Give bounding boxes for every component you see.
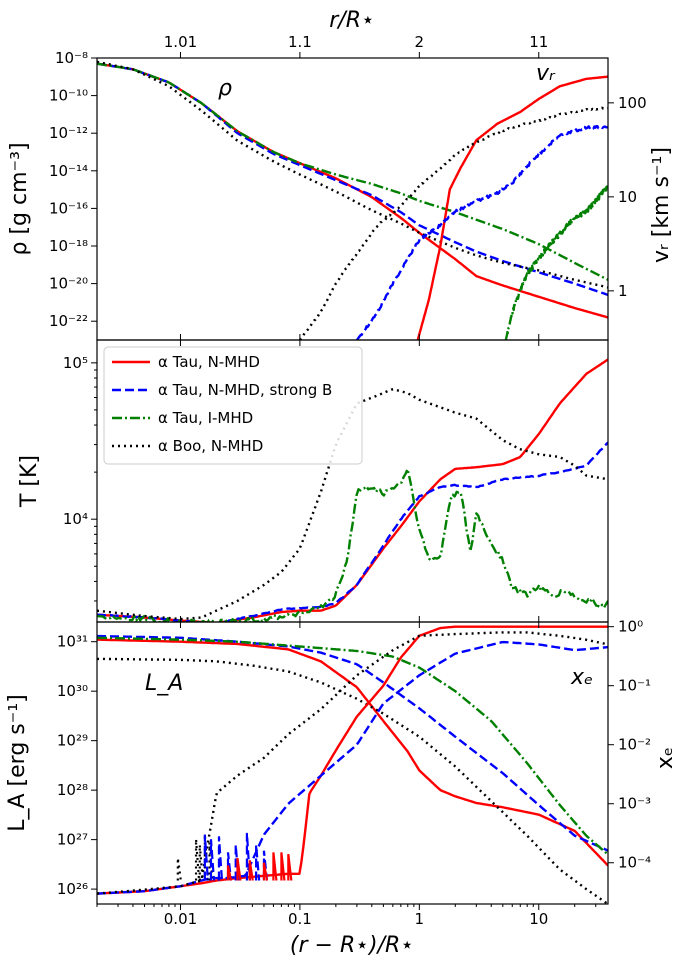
series-line-2-6 — [97, 631, 608, 895]
xe-spike-2-2 — [248, 860, 254, 881]
series-line-0-4 — [416, 75, 608, 340]
y2-tick-label-2-2: 10⁻² — [618, 736, 651, 754]
xe-spike-0-4 — [208, 842, 214, 881]
y-tick-label-2-0: 10²⁶ — [57, 880, 88, 898]
legend-label-0: α Tau, N-MHD — [158, 353, 260, 371]
series-line-0-0 — [97, 62, 608, 319]
top-tick-label-1: 1.1 — [288, 33, 312, 51]
x-tick-label-1: 0.1 — [288, 910, 312, 928]
y-tick-label-0-5: 10⁻¹⁸ — [49, 237, 88, 255]
xe-annotation: xₑ — [570, 665, 593, 690]
series-line-1-1 — [97, 441, 608, 622]
y-tick-label-0-0: 10⁻⁸ — [55, 49, 88, 67]
y-tick-label-0-6: 10⁻²⁰ — [49, 275, 88, 293]
series-line-0-5 — [355, 125, 608, 340]
y2-tick-label-0-2: 100 — [618, 94, 647, 112]
bottom-x-axis-label: (r − R⋆)/R⋆ — [290, 933, 414, 958]
xe-spike-2-6 — [287, 853, 293, 881]
xe-spike-2-1 — [236, 857, 242, 881]
series-line-0-2 — [97, 62, 608, 281]
y2-tick-label-0-0: 1 — [618, 282, 628, 300]
xe-spike-2-4 — [272, 852, 278, 881]
ionization-y-axis-label: xₑ — [653, 747, 678, 769]
density-velocity-series — [97, 60, 608, 340]
y-tick-label-1-1: 10⁵ — [63, 354, 88, 372]
y2-tick-label-2-4: 10⁰ — [618, 618, 643, 636]
series-line-2-2 — [97, 636, 608, 856]
x-tick-label-0: 0.01 — [164, 910, 197, 928]
panel-density-frame — [96, 57, 609, 341]
legend-label-3: α Boo, N-MHD — [158, 437, 263, 455]
vr-annotation: vᵣ — [536, 61, 556, 86]
legend-label-1: α Tau, N-MHD, strong B — [158, 381, 332, 399]
temperature-y-axis-label: T [K] — [17, 455, 42, 508]
luminosity-ionization-series — [97, 625, 608, 904]
rho-annotation: ρ — [218, 76, 232, 101]
velocity-y-axis-label: vᵣ [km s⁻¹] — [649, 147, 674, 263]
la-annotation: L_A — [145, 671, 183, 696]
y-tick-label-2-2: 10²⁸ — [57, 781, 88, 799]
series-line-1-2 — [97, 467, 608, 622]
top-x-axis-label: r/R⋆ — [329, 8, 375, 33]
legend-box — [103, 346, 363, 465]
series-line-2-4 — [97, 625, 608, 895]
series-line-0-3 — [97, 60, 608, 289]
series-line-0-1 — [97, 62, 608, 297]
series-line-0-6 — [504, 185, 608, 340]
luminosity-y-axis-label: L_A [erg s⁻¹] — [5, 694, 30, 832]
xe-spike-0-2 — [198, 844, 204, 881]
series-line-2-1 — [97, 634, 608, 852]
xe-spike-1-1 — [209, 839, 216, 881]
xe-spike-1-7 — [262, 850, 269, 881]
y-tick-label-0-3: 10⁻¹⁴ — [49, 162, 88, 180]
y-tick-label-0-4: 10⁻¹⁶ — [49, 199, 88, 217]
panel-luminosity-frame — [96, 621, 609, 905]
legend-label-2: α Tau, I-MHD — [158, 409, 253, 427]
top-tick-label-3: 11 — [529, 33, 548, 51]
xe-spike-2-0 — [226, 865, 233, 881]
series-line-2-3 — [97, 657, 608, 904]
xe-spike-1-2 — [217, 836, 224, 881]
xe-spike-2-3 — [262, 862, 269, 881]
y-tick-label-2-3: 10²⁹ — [57, 732, 88, 750]
y2-tick-label-2-1: 10⁻³ — [618, 795, 651, 813]
y2-tick-label-2-3: 10⁻¹ — [618, 677, 651, 695]
xe-spike-1-0 — [203, 834, 209, 881]
y-tick-label-2-4: 10³⁰ — [57, 682, 88, 700]
top-tick-label-2: 2 — [415, 33, 425, 51]
y2-tick-label-2-0: 10⁻⁴ — [618, 854, 651, 872]
y-tick-label-0-7: 10⁻²² — [49, 312, 88, 330]
x-tick-label-3: 10 — [529, 910, 548, 928]
y-tick-label-2-5: 10³¹ — [57, 633, 88, 651]
series-line-2-0 — [97, 638, 608, 867]
legend: α Tau, N-MHD α Tau, N-MHD, strong B α Ta… — [103, 346, 363, 465]
y-tick-label-2-1: 10²⁷ — [57, 831, 88, 849]
y-tick-label-1-0: 10⁴ — [63, 510, 88, 528]
xe-spike-2-5 — [280, 852, 286, 881]
x-tick-label-2: 1 — [415, 910, 425, 928]
y-tick-label-0-2: 10⁻¹² — [49, 124, 88, 142]
series-line-0-7 — [298, 106, 608, 340]
axis-ticks: 0.01 0.1 1 10 1.01 1.1 2 11 10⁻⁸ 10⁻¹⁰ 10⁻¹² 10⁻¹⁴ 1… — [49, 33, 651, 928]
top-tick-label-0: 1.01 — [164, 33, 197, 51]
y-tick-label-0-1: 10⁻¹⁰ — [49, 87, 88, 105]
density-y-axis-label: ρ [g cm⁻³] — [7, 142, 32, 255]
xe-spike-0-1 — [194, 839, 201, 881]
xe-spike-1-6 — [255, 844, 261, 881]
xe-spike-0-0 — [176, 857, 182, 881]
y2-tick-label-0-1: 10 — [618, 188, 637, 206]
